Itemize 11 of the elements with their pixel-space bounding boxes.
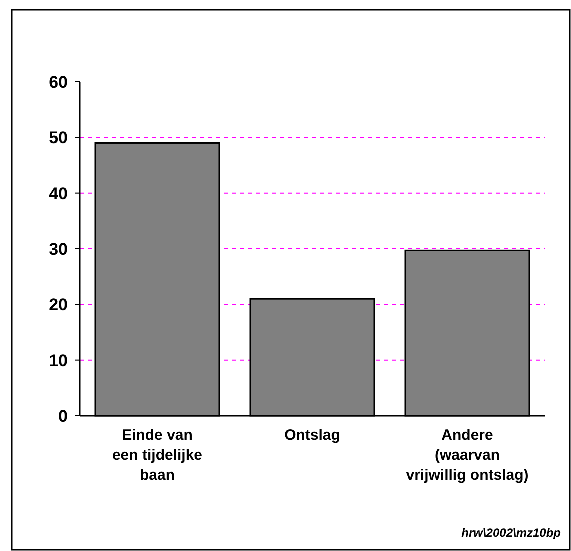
x-tick-label: Einde van een tijdelijke baan (112, 427, 203, 484)
x-tick-label: Andere (waarvan vrijwillig ontslag) (406, 427, 529, 484)
y-tick-label: 0 (58, 406, 68, 426)
y-tick-label: 20 (49, 296, 68, 315)
y-tick-label: 40 (49, 184, 68, 204)
y-tick-label: 50 (49, 128, 68, 148)
text: hrw\2002\mz10bp (462, 526, 561, 540)
y-tick-label: 60 (49, 72, 68, 92)
x-tick-label: Ontslag (284, 427, 340, 444)
y-tick-label: 30 (49, 240, 68, 259)
y-tick-label: 10 (49, 351, 68, 370)
